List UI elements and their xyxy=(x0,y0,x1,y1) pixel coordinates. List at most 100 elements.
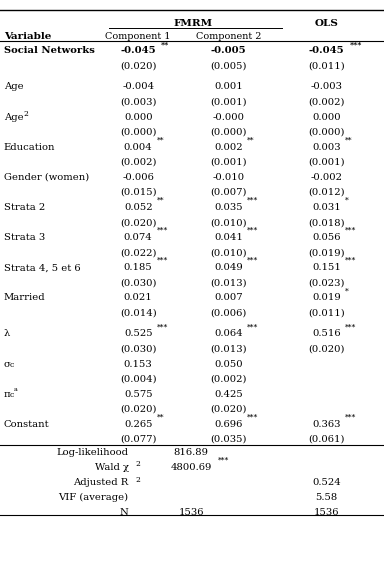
Text: ***: *** xyxy=(157,323,168,331)
Text: ***: *** xyxy=(157,227,168,235)
Text: (0.013): (0.013) xyxy=(210,345,247,354)
Text: 1536: 1536 xyxy=(314,508,339,517)
Text: (0.019): (0.019) xyxy=(308,248,345,258)
Text: (0.020): (0.020) xyxy=(120,405,157,414)
Text: (0.012): (0.012) xyxy=(308,188,345,197)
Text: **: ** xyxy=(247,136,255,144)
Text: Education: Education xyxy=(4,143,55,152)
Text: Log-likelihood: Log-likelihood xyxy=(56,448,129,456)
Text: -0.045: -0.045 xyxy=(309,46,344,56)
Text: (0.000): (0.000) xyxy=(120,128,157,137)
Text: (0.014): (0.014) xyxy=(120,309,157,318)
Text: (0.020): (0.020) xyxy=(210,405,247,414)
Text: Married: Married xyxy=(4,293,45,303)
Text: -0.010: -0.010 xyxy=(212,173,245,182)
Text: 0.363: 0.363 xyxy=(312,420,341,429)
Text: 0.056: 0.056 xyxy=(312,233,341,242)
Text: Gender (women): Gender (women) xyxy=(4,173,89,182)
Text: ***: *** xyxy=(157,257,168,265)
Text: (0.001): (0.001) xyxy=(210,97,247,107)
Text: 0.031: 0.031 xyxy=(312,203,341,212)
Text: 0.004: 0.004 xyxy=(124,143,152,152)
Text: (0.018): (0.018) xyxy=(308,218,345,227)
Text: 0.021: 0.021 xyxy=(124,293,152,303)
Text: 0.007: 0.007 xyxy=(214,293,243,303)
Text: (0.007): (0.007) xyxy=(210,188,247,197)
Text: -0.000: -0.000 xyxy=(212,113,245,122)
Text: 0.001: 0.001 xyxy=(214,82,243,92)
Text: **: ** xyxy=(161,40,169,48)
Text: 0.525: 0.525 xyxy=(124,329,152,339)
Text: 0.035: 0.035 xyxy=(214,203,243,212)
Text: (0.002): (0.002) xyxy=(120,158,157,167)
Text: 4800.69: 4800.69 xyxy=(170,463,212,472)
Text: 0.425: 0.425 xyxy=(214,390,243,399)
Text: -0.006: -0.006 xyxy=(122,173,154,182)
Text: ***: *** xyxy=(349,40,362,48)
Text: *: * xyxy=(345,197,349,205)
Text: Strata 2: Strata 2 xyxy=(4,203,45,212)
Text: ***: *** xyxy=(345,227,356,235)
Text: 0.153: 0.153 xyxy=(124,360,152,369)
Text: (0.035): (0.035) xyxy=(210,435,247,444)
Text: 816.89: 816.89 xyxy=(174,448,209,456)
Text: (0.023): (0.023) xyxy=(308,278,345,288)
Text: **: ** xyxy=(157,136,164,144)
Text: VIF (average): VIF (average) xyxy=(58,493,129,502)
Text: Wald χ: Wald χ xyxy=(94,463,129,472)
Text: (0.030): (0.030) xyxy=(120,278,157,288)
Text: (0.005): (0.005) xyxy=(210,61,247,71)
Text: 0.052: 0.052 xyxy=(124,203,152,212)
Text: 0.050: 0.050 xyxy=(214,360,243,369)
Text: -0.004: -0.004 xyxy=(122,82,154,92)
Text: 0.000: 0.000 xyxy=(124,113,152,122)
Text: (0.000): (0.000) xyxy=(308,128,345,137)
Text: 0.265: 0.265 xyxy=(124,420,152,429)
Text: (0.013): (0.013) xyxy=(210,278,247,288)
Text: (0.000): (0.000) xyxy=(210,128,247,137)
Text: 0.003: 0.003 xyxy=(312,143,341,152)
Text: 0.185: 0.185 xyxy=(124,263,152,273)
Text: (0.015): (0.015) xyxy=(120,188,157,197)
Text: (0.001): (0.001) xyxy=(210,158,247,167)
Text: (0.011): (0.011) xyxy=(308,309,345,318)
Text: c: c xyxy=(9,361,13,369)
Text: 0.019: 0.019 xyxy=(312,293,341,303)
Text: **: ** xyxy=(157,197,164,205)
Text: (0.001): (0.001) xyxy=(308,158,345,167)
Text: (0.002): (0.002) xyxy=(210,375,247,384)
Text: ***: *** xyxy=(218,456,229,465)
Text: 0.696: 0.696 xyxy=(214,420,243,429)
Text: (0.077): (0.077) xyxy=(120,435,157,444)
Text: FMRM: FMRM xyxy=(174,19,212,28)
Text: 1536: 1536 xyxy=(178,508,204,517)
Text: (0.061): (0.061) xyxy=(308,435,345,444)
Text: -0.005: -0.005 xyxy=(211,46,246,56)
Text: 0.000: 0.000 xyxy=(312,113,341,122)
Text: 0.041: 0.041 xyxy=(214,233,243,242)
Text: (0.010): (0.010) xyxy=(210,248,247,258)
Text: c: c xyxy=(9,391,13,399)
Text: Age: Age xyxy=(4,82,23,92)
Text: Strata 3: Strata 3 xyxy=(4,233,45,242)
Text: ***: *** xyxy=(345,414,356,422)
Text: -0.003: -0.003 xyxy=(310,82,343,92)
Text: ***: *** xyxy=(345,257,356,265)
Text: (0.010): (0.010) xyxy=(210,218,247,227)
Text: 0.524: 0.524 xyxy=(312,478,341,487)
Text: Strata 4, 5 et 6: Strata 4, 5 et 6 xyxy=(4,263,81,273)
Text: 0.049: 0.049 xyxy=(214,263,243,273)
Text: (0.003): (0.003) xyxy=(120,97,157,107)
Text: 0.516: 0.516 xyxy=(312,329,341,339)
Text: OLS: OLS xyxy=(314,19,338,28)
Text: ***: *** xyxy=(247,414,258,422)
Text: (0.030): (0.030) xyxy=(120,345,157,354)
Text: Constant: Constant xyxy=(4,420,50,429)
Text: Adjusted R: Adjusted R xyxy=(73,478,129,487)
Text: *: * xyxy=(345,287,349,295)
Text: π: π xyxy=(4,390,10,399)
Text: (0.006): (0.006) xyxy=(210,309,247,318)
Text: 2: 2 xyxy=(24,110,29,118)
Text: λ: λ xyxy=(4,329,10,339)
Text: ***: *** xyxy=(345,323,356,331)
